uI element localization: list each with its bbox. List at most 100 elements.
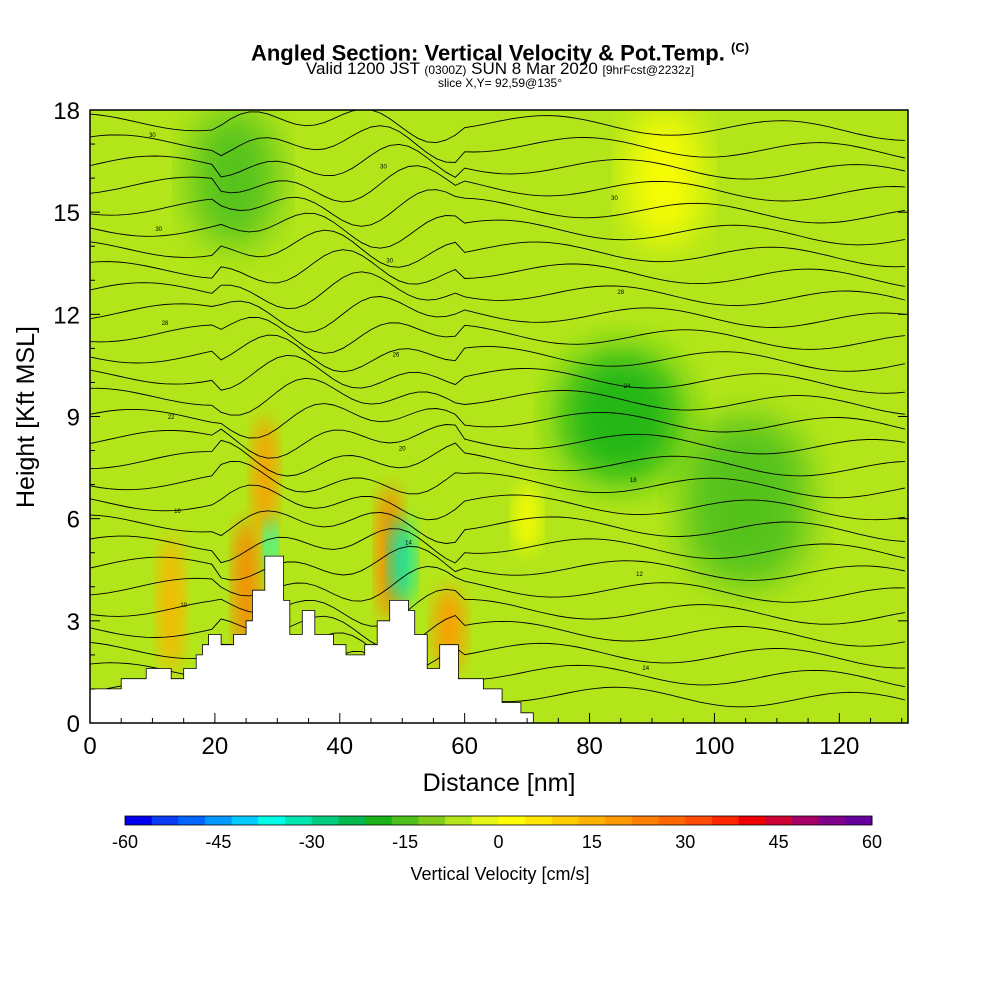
velocity-region-downdraft-4 xyxy=(683,416,809,587)
pot-temp-contour xyxy=(90,296,905,333)
pot-temp-contour xyxy=(90,354,905,394)
x-tick-label: 100 xyxy=(694,733,734,760)
colorbar-tick-label: -15 xyxy=(392,832,418,852)
pot-temp-contour xyxy=(90,403,906,439)
colorbar-swatch xyxy=(338,816,366,825)
subtitle-valid: Valid 1200 JST xyxy=(305,59,420,78)
contour-label: 20 xyxy=(399,447,406,453)
contour-label: 30 xyxy=(155,227,162,233)
colorbar-swatch xyxy=(631,816,660,825)
colorbar-swatch xyxy=(285,816,313,825)
contour-label: 18 xyxy=(630,478,637,484)
pot-temp-contour xyxy=(90,565,905,603)
pot-temp-contour xyxy=(90,189,905,227)
contour-label: 30 xyxy=(611,196,618,202)
pot-temp-contour xyxy=(90,110,905,144)
slice-text: slice X,Y= 92,59@135° xyxy=(437,76,563,90)
terrain xyxy=(89,555,908,724)
axes: 0 20 40 60 80 100 120 0 3 6 9 12 15 18 xyxy=(53,98,908,760)
x-axis-label: Distance [nm] xyxy=(423,769,576,797)
colorbar-swatch xyxy=(658,816,686,825)
contour-label: 10 xyxy=(180,603,187,609)
chart-title-text: Angled Section: Vertical Velocity & Pot.… xyxy=(250,40,725,66)
y-tick-label: 15 xyxy=(53,200,80,227)
y-tick-label: 12 xyxy=(53,302,80,329)
pot-temp-contour xyxy=(90,165,905,203)
contour-label: 30 xyxy=(380,165,387,171)
contour-label: 24 xyxy=(624,384,631,390)
colorbar-label: Vertical Velocity [cm/s] xyxy=(410,864,589,884)
pot-temp-contour xyxy=(90,461,905,499)
colorbar-swatch xyxy=(151,816,179,825)
pot-temp-contour xyxy=(90,510,905,544)
colorbar-swatch xyxy=(845,816,873,825)
colorbar-swatch xyxy=(258,816,286,825)
contour-label: 26 xyxy=(393,353,400,359)
velocity-region-downdraft-2 xyxy=(389,518,415,604)
x-tick-label: 40 xyxy=(326,733,353,760)
subtitle-date: SUN 8 Mar 2020 xyxy=(471,59,598,78)
pot-temp-contour xyxy=(90,317,905,354)
subtitle-forecast: [9hrFcst@2232z] xyxy=(602,63,695,77)
contour-label: 24 xyxy=(642,666,649,672)
colorbar-swatch xyxy=(445,816,473,825)
colorbar-swatch xyxy=(711,816,740,825)
colorbar-swatch xyxy=(791,816,820,825)
velocity-region-upper-warm xyxy=(627,110,702,247)
potential-temperature-contours: 303030303028282624222018161412102224 xyxy=(90,110,906,709)
contour-label: 28 xyxy=(162,321,169,327)
colorbar-swatch xyxy=(738,816,766,825)
pot-temp-contour xyxy=(90,439,905,477)
y-tick-label: 3 xyxy=(67,609,80,636)
x-tick-label: 60 xyxy=(451,733,478,760)
colorbar-swatch xyxy=(471,816,499,825)
velocity-region-downdraft-3 xyxy=(558,348,684,485)
contour-label: 30 xyxy=(149,133,156,139)
subtitle-utc: (0300Z) xyxy=(424,63,467,77)
colorbar-swatch xyxy=(525,816,553,825)
colorbar-swatch xyxy=(765,816,793,825)
colorbar-swatch xyxy=(365,816,393,825)
pot-temp-contour xyxy=(90,143,905,180)
colorbar-tick-label: -30 xyxy=(299,832,325,852)
pot-temp-contour xyxy=(90,271,906,310)
chart-subtitle: Valid 1200 JST (0300Z) SUN 8 Mar 2020 [9… xyxy=(0,60,1000,79)
colorbar: -60 -45 -30 -15 0 15 30 45 60 xyxy=(112,815,882,852)
pot-temp-contour xyxy=(90,424,905,459)
pot-temp-contour xyxy=(90,545,905,581)
colorbar-tick-label: 45 xyxy=(769,832,789,852)
colorbar-tick-label: -60 xyxy=(112,832,138,852)
colorbar-swatch xyxy=(205,816,233,825)
pot-temp-contour xyxy=(90,588,905,627)
contour-label: 30 xyxy=(386,259,393,265)
pot-temp-contour xyxy=(90,249,905,287)
colorbar-swatch xyxy=(311,816,339,825)
colorbar-tick-label: 15 xyxy=(582,832,602,852)
colorbar-swatch xyxy=(125,816,153,825)
contour-label: 16 xyxy=(174,509,181,515)
x-tick-label: 20 xyxy=(202,733,229,760)
chart-title-units: (C) xyxy=(731,40,750,55)
y-tick-label: 18 xyxy=(53,98,80,125)
colorbar-swatch xyxy=(818,816,846,825)
velocity-region-downdraft-5 xyxy=(189,110,278,247)
x-tick-label: 80 xyxy=(576,733,603,760)
colorbar-swatch xyxy=(578,816,606,825)
colorbar-swatch xyxy=(498,816,526,825)
y-tick-label: 9 xyxy=(67,405,80,432)
y-tick-label: 6 xyxy=(67,507,80,534)
contour-label: 14 xyxy=(405,541,412,547)
x-tick-label: 0 xyxy=(83,733,96,760)
contour-label: 12 xyxy=(636,572,643,578)
pot-temp-contour xyxy=(90,212,905,249)
pot-temp-contour xyxy=(90,229,905,268)
terrain-profile xyxy=(89,555,908,724)
pot-temp-contour xyxy=(90,484,905,521)
colorbar-swatch xyxy=(605,816,633,825)
contour-label: 22 xyxy=(168,415,175,421)
x-tick-label: 120 xyxy=(819,733,859,760)
colorbar-tick-label: 30 xyxy=(675,832,695,852)
pot-temp-contour xyxy=(90,528,906,564)
colorbar-swatch xyxy=(231,816,259,825)
colorbar-tick-label: 60 xyxy=(862,832,882,852)
